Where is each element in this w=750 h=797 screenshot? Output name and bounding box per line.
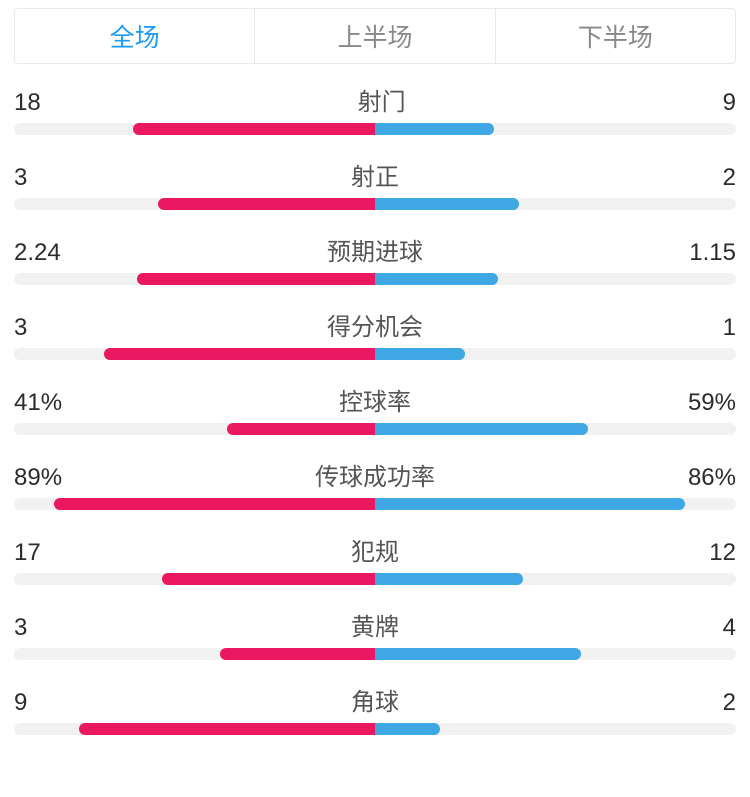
bar-left-track bbox=[14, 423, 375, 435]
stat-row: 18 射门 9 bbox=[14, 82, 736, 135]
stat-label: 传球成功率 bbox=[315, 457, 435, 492]
stat-head: 17 犯规 12 bbox=[14, 532, 736, 567]
stat-row: 2.24 预期进球 1.15 bbox=[14, 232, 736, 285]
bar-left-track bbox=[14, 723, 375, 735]
stat-label: 射正 bbox=[351, 157, 399, 192]
stat-bar bbox=[14, 348, 736, 360]
bar-left-fill bbox=[162, 573, 375, 585]
bar-right-track bbox=[375, 648, 736, 660]
stat-label: 犯规 bbox=[351, 532, 399, 567]
stat-head: 89% 传球成功率 86% bbox=[14, 457, 736, 492]
bar-left-track bbox=[14, 273, 375, 285]
stat-bar bbox=[14, 198, 736, 210]
bar-right-track bbox=[375, 423, 736, 435]
bar-right-track bbox=[375, 198, 736, 210]
stat-head: 2.24 预期进球 1.15 bbox=[14, 232, 736, 267]
stat-left-value: 41% bbox=[14, 389, 62, 417]
tab-second-half[interactable]: 下半场 bbox=[496, 9, 735, 63]
bar-left-track bbox=[14, 348, 375, 360]
stat-right-value: 2 bbox=[723, 164, 736, 192]
bar-right-fill bbox=[375, 198, 519, 210]
bar-left-fill bbox=[133, 123, 375, 135]
bar-right-track bbox=[375, 723, 736, 735]
bar-left-fill bbox=[104, 348, 375, 360]
stat-row: 3 黄牌 4 bbox=[14, 607, 736, 660]
stat-bar bbox=[14, 423, 736, 435]
stat-left-value: 2.24 bbox=[14, 239, 61, 267]
bar-right-track bbox=[375, 348, 736, 360]
period-tabs: 全场 上半场 下半场 bbox=[14, 8, 736, 64]
stat-head: 3 得分机会 1 bbox=[14, 307, 736, 342]
bar-right-fill bbox=[375, 498, 685, 510]
stat-right-value: 12 bbox=[709, 539, 736, 567]
stat-head: 18 射门 9 bbox=[14, 82, 736, 117]
stat-row: 3 得分机会 1 bbox=[14, 307, 736, 360]
stat-row: 3 射正 2 bbox=[14, 157, 736, 210]
bar-right-fill bbox=[375, 573, 523, 585]
tab-first-half[interactable]: 上半场 bbox=[255, 9, 495, 63]
tab-label: 下半场 bbox=[578, 18, 653, 54]
stat-bar bbox=[14, 723, 736, 735]
bar-right-track bbox=[375, 498, 736, 510]
stat-left-value: 3 bbox=[14, 314, 27, 342]
stat-bar bbox=[14, 123, 736, 135]
stat-head: 3 射正 2 bbox=[14, 157, 736, 192]
bar-right-fill bbox=[375, 273, 498, 285]
bar-left-track bbox=[14, 498, 375, 510]
bar-left-fill bbox=[137, 273, 375, 285]
bar-left-track bbox=[14, 573, 375, 585]
bar-right-fill bbox=[375, 348, 465, 360]
bar-right-track bbox=[375, 573, 736, 585]
stat-right-value: 2 bbox=[723, 689, 736, 717]
stat-right-value: 1.15 bbox=[689, 239, 736, 267]
bar-left-fill bbox=[54, 498, 375, 510]
bar-right-fill bbox=[375, 423, 588, 435]
stat-head: 9 角球 2 bbox=[14, 682, 736, 717]
bar-right-fill bbox=[375, 723, 440, 735]
stat-head: 3 黄牌 4 bbox=[14, 607, 736, 642]
bar-left-fill bbox=[79, 723, 375, 735]
tab-label: 上半场 bbox=[337, 18, 412, 54]
stat-label: 黄牌 bbox=[351, 607, 399, 642]
stat-left-value: 89% bbox=[14, 464, 62, 492]
bar-left-fill bbox=[158, 198, 375, 210]
stat-bar bbox=[14, 273, 736, 285]
stat-right-value: 86% bbox=[688, 464, 736, 492]
stat-label: 射门 bbox=[358, 82, 406, 117]
bar-left-track bbox=[14, 648, 375, 660]
stat-label: 角球 bbox=[351, 682, 399, 717]
stats-list: 18 射门 9 3 射正 2 2.24 预期进球 1.15 3 得分机会 1 41% 控球率 59% 89% 传… bbox=[0, 82, 750, 735]
stat-row: 41% 控球率 59% bbox=[14, 382, 736, 435]
tab-full-match[interactable]: 全场 bbox=[15, 9, 255, 63]
bar-right-fill bbox=[375, 648, 581, 660]
stat-bar bbox=[14, 648, 736, 660]
stat-right-value: 4 bbox=[723, 614, 736, 642]
bar-right-track bbox=[375, 273, 736, 285]
stat-left-value: 9 bbox=[14, 689, 27, 717]
stat-right-value: 59% bbox=[688, 389, 736, 417]
tab-label: 全场 bbox=[110, 18, 160, 54]
bar-right-fill bbox=[375, 123, 494, 135]
stat-label: 得分机会 bbox=[327, 307, 423, 342]
stat-right-value: 1 bbox=[723, 314, 736, 342]
stat-left-value: 3 bbox=[14, 164, 27, 192]
stat-left-value: 3 bbox=[14, 614, 27, 642]
stat-bar bbox=[14, 498, 736, 510]
stat-label: 预期进球 bbox=[327, 232, 423, 267]
stat-left-value: 18 bbox=[14, 89, 41, 117]
stat-label: 控球率 bbox=[339, 382, 411, 417]
bar-left-fill bbox=[220, 648, 375, 660]
stat-bar bbox=[14, 573, 736, 585]
stat-right-value: 9 bbox=[723, 89, 736, 117]
stat-row: 17 犯规 12 bbox=[14, 532, 736, 585]
stat-row: 9 角球 2 bbox=[14, 682, 736, 735]
bar-right-track bbox=[375, 123, 736, 135]
bar-left-track bbox=[14, 123, 375, 135]
bar-left-track bbox=[14, 198, 375, 210]
stat-left-value: 17 bbox=[14, 539, 41, 567]
stat-head: 41% 控球率 59% bbox=[14, 382, 736, 417]
stat-row: 89% 传球成功率 86% bbox=[14, 457, 736, 510]
bar-left-fill bbox=[227, 423, 375, 435]
